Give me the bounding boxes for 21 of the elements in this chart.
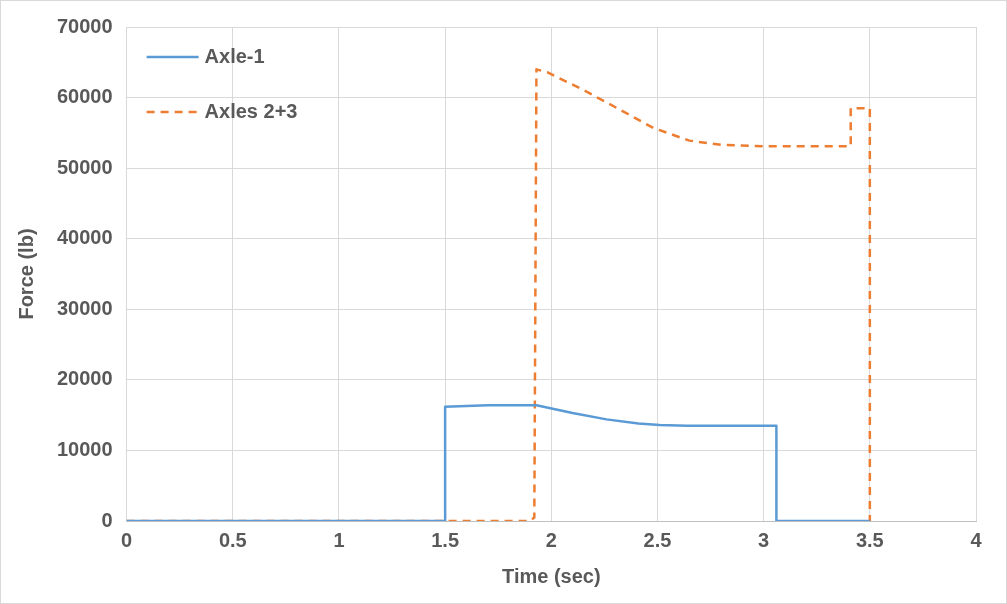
y-tick-label: 40000 xyxy=(56,226,113,249)
legend-label: Axle-1 xyxy=(204,44,265,67)
x-tick-label: 2 xyxy=(545,528,557,551)
y-tick-label: 50000 xyxy=(56,155,113,178)
x-tick-label: 3 xyxy=(758,528,770,551)
legend-label: Axles 2+3 xyxy=(204,99,298,122)
x-tick-label: 2.5 xyxy=(643,528,672,551)
y-tick-label: 0 xyxy=(101,508,113,531)
x-tick-label: 0 xyxy=(121,528,133,551)
y-tick-label: 60000 xyxy=(56,85,113,108)
y-tick-label: 10000 xyxy=(56,437,113,460)
y-tick-label: 30000 xyxy=(56,296,113,319)
y-tick-label: 70000 xyxy=(56,14,113,37)
x-tick-label: 1.5 xyxy=(431,528,460,551)
y-axis-title: Force (lb) xyxy=(14,228,37,320)
x-tick-label: 4 xyxy=(970,528,983,551)
y-tick-label: 20000 xyxy=(56,367,113,390)
x-axis-title: Time (sec) xyxy=(502,564,601,587)
x-tick-label: 0.5 xyxy=(218,528,247,551)
x-tick-label: 3.5 xyxy=(855,528,884,551)
x-tick-label: 1 xyxy=(333,528,345,551)
